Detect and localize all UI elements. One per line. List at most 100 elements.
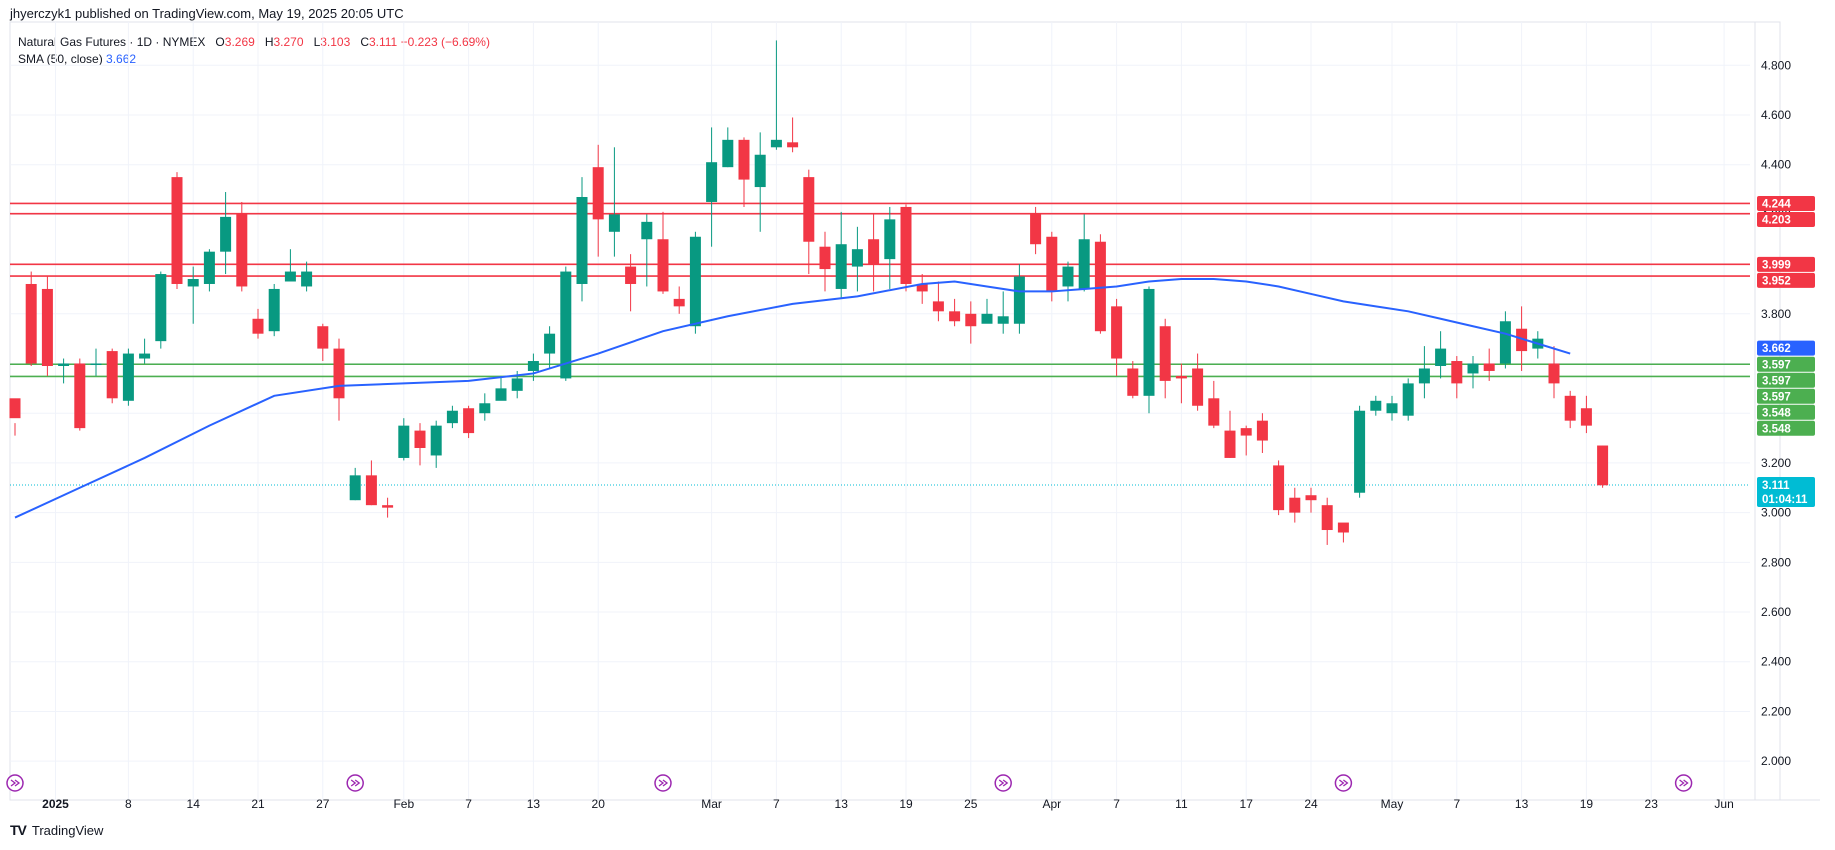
candle-body[interactable]: [965, 313, 977, 327]
candle-body[interactable]: [1435, 348, 1447, 366]
candle-body[interactable]: [122, 353, 134, 401]
candle-body[interactable]: [576, 196, 588, 284]
candle-body[interactable]: [900, 206, 912, 284]
candle-body[interactable]: [1013, 276, 1025, 324]
candle-body[interactable]: [1127, 368, 1139, 396]
candle-body[interactable]: [1305, 495, 1317, 501]
candle-body[interactable]: [1483, 363, 1495, 371]
candle-body[interactable]: [803, 177, 815, 242]
candle-body[interactable]: [1273, 465, 1285, 511]
candle-body[interactable]: [1289, 497, 1301, 513]
candle-body[interactable]: [560, 271, 572, 379]
candle-body[interactable]: [673, 298, 685, 307]
candle-body[interactable]: [1451, 361, 1463, 384]
candle-body[interactable]: [1467, 363, 1479, 374]
candle-body[interactable]: [106, 351, 118, 399]
candle-body[interactable]: [1402, 383, 1414, 416]
candle-body[interactable]: [706, 162, 718, 202]
candle-body[interactable]: [349, 475, 361, 501]
candle-body[interactable]: [819, 246, 831, 270]
candle-body[interactable]: [446, 410, 458, 424]
candle-body[interactable]: [463, 408, 475, 434]
candle-body[interactable]: [268, 288, 280, 332]
candle-body[interactable]: [284, 271, 296, 282]
candle-body[interactable]: [1094, 241, 1106, 332]
candle-body[interactable]: [301, 271, 313, 287]
candle-body[interactable]: [155, 274, 167, 342]
candle-body[interactable]: [1240, 428, 1252, 436]
candle-body[interactable]: [592, 167, 604, 220]
candle-body[interactable]: [139, 353, 151, 359]
candle-body[interactable]: [1354, 410, 1366, 493]
candle-body[interactable]: [203, 251, 215, 284]
candle-body[interactable]: [252, 318, 264, 334]
sma-line[interactable]: [14, 278, 1571, 519]
candle-body[interactable]: [1143, 288, 1155, 396]
candle-body[interactable]: [220, 216, 232, 252]
candle-body[interactable]: [641, 221, 653, 240]
candle-body[interactable]: [689, 236, 701, 327]
candle-body[interactable]: [9, 398, 21, 419]
candle-body[interactable]: [495, 388, 507, 401]
candle-body[interactable]: [1159, 326, 1171, 381]
candle-body[interactable]: [1224, 430, 1236, 458]
candle-body[interactable]: [1111, 306, 1123, 359]
candle-body[interactable]: [1078, 239, 1090, 289]
candle-body[interactable]: [997, 316, 1009, 324]
candle-body[interactable]: [884, 219, 896, 260]
candle-body[interactable]: [916, 283, 928, 292]
candle-body[interactable]: [1499, 321, 1511, 364]
candle-body[interactable]: [949, 311, 961, 322]
candle-body[interactable]: [787, 142, 799, 148]
candle-body[interactable]: [430, 425, 442, 456]
candle-body[interactable]: [1516, 328, 1528, 352]
candle-body[interactable]: [1256, 420, 1268, 441]
candle-body[interactable]: [1321, 505, 1333, 531]
candle-body[interactable]: [90, 363, 102, 366]
candle-body[interactable]: [365, 475, 377, 506]
candle-body[interactable]: [1046, 236, 1058, 292]
candle-body[interactable]: [738, 139, 750, 180]
candle-body[interactable]: [25, 283, 37, 364]
candle-body[interactable]: [981, 313, 993, 324]
candle-body[interactable]: [722, 139, 734, 168]
candle-body[interactable]: [382, 505, 394, 508]
candle-body[interactable]: [770, 139, 782, 148]
candle-body[interactable]: [187, 279, 199, 287]
candle-body[interactable]: [1386, 403, 1398, 414]
candle-body[interactable]: [754, 154, 766, 188]
candle-body[interactable]: [511, 378, 523, 391]
candle-body[interactable]: [236, 214, 248, 287]
candle-body[interactable]: [74, 363, 86, 429]
candle-body[interactable]: [835, 244, 847, 289]
candle-body[interactable]: [398, 425, 410, 458]
candle-body[interactable]: [1030, 214, 1042, 245]
candle-body[interactable]: [1418, 368, 1430, 384]
candle-body[interactable]: [1192, 368, 1204, 406]
candle-body[interactable]: [1370, 400, 1382, 411]
candle-body[interactable]: [1580, 408, 1592, 426]
candle-body[interactable]: [851, 249, 863, 267]
candle-body[interactable]: [1337, 522, 1349, 533]
candle-body[interactable]: [1548, 363, 1560, 384]
candle-body[interactable]: [1062, 266, 1074, 287]
candle-body[interactable]: [479, 403, 491, 414]
candle-body[interactable]: [1597, 445, 1609, 486]
candle-body[interactable]: [608, 214, 620, 232]
candle-body[interactable]: [657, 239, 669, 292]
candle-body[interactable]: [1564, 395, 1576, 421]
candle-body[interactable]: [527, 361, 539, 371]
candle-body[interactable]: [868, 239, 880, 265]
candle-body[interactable]: [333, 348, 345, 399]
candle-body[interactable]: [58, 363, 70, 366]
symbol-legend-row[interactable]: Natural Gas Futures · 1D · NYMEX O3.269 …: [18, 34, 490, 51]
candle-body[interactable]: [171, 177, 183, 284]
candle-body[interactable]: [414, 430, 426, 449]
candle-body[interactable]: [1175, 375, 1187, 379]
candle-body[interactable]: [317, 326, 329, 349]
candle-body[interactable]: [932, 301, 944, 312]
candle-body[interactable]: [625, 266, 637, 284]
candle-body[interactable]: [544, 333, 556, 354]
candle-body[interactable]: [41, 288, 53, 366]
